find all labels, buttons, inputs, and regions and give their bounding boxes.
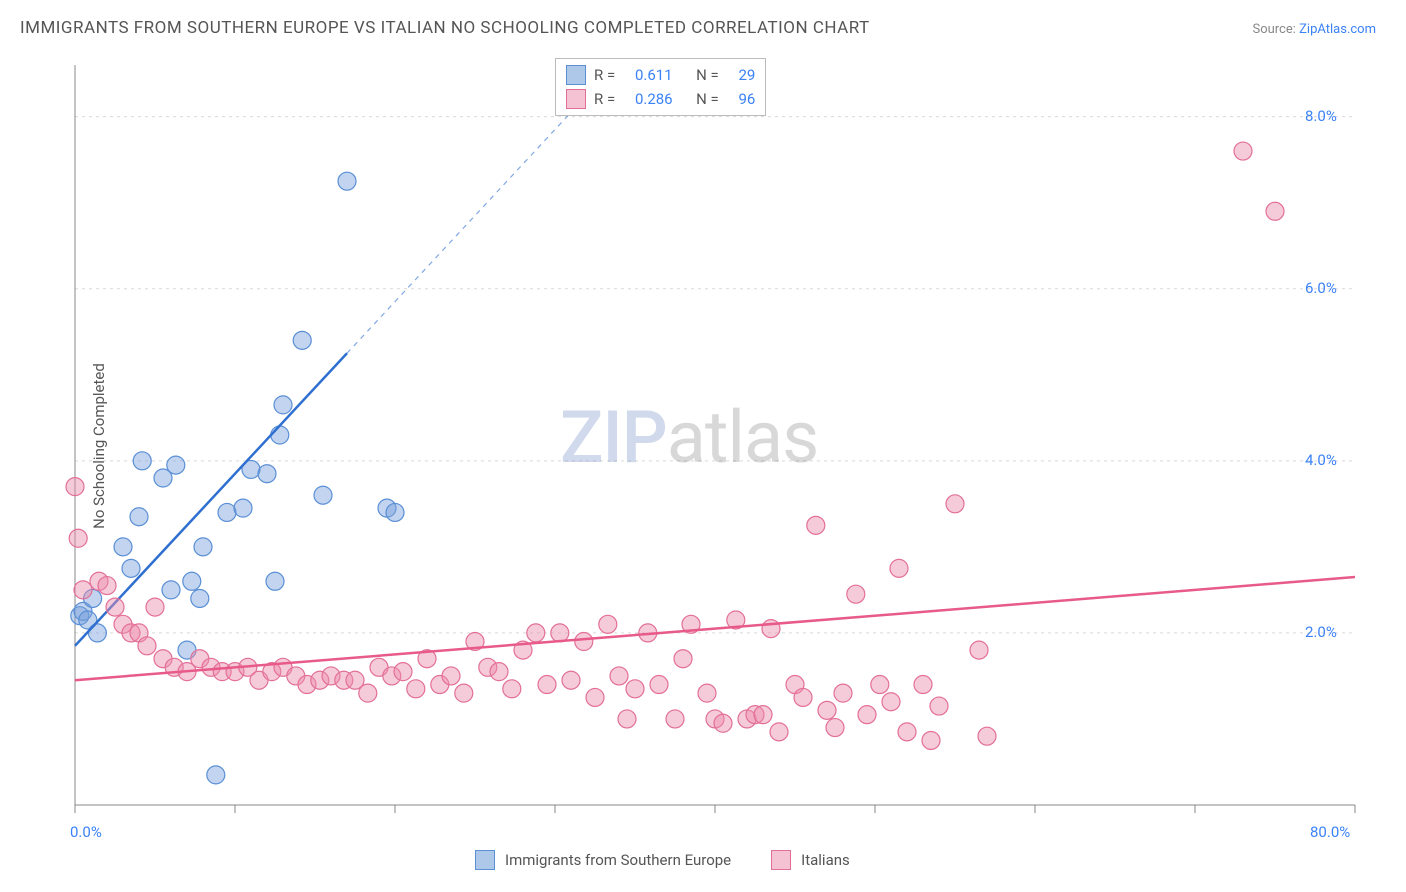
- axis-tick-label: 80.0%: [1310, 823, 1350, 841]
- axis-tick-label: 8.0%: [1305, 107, 1337, 125]
- axis-tick-label: 6.0%: [1305, 279, 1337, 297]
- legend-row: R = 0.286 N = 96: [566, 87, 755, 111]
- chart-title: IMMIGRANTS FROM SOUTHERN EUROPE VS ITALI…: [20, 18, 870, 38]
- axis-tick-label: 2.0%: [1305, 623, 1337, 641]
- series-legend: Immigrants from Southern Europe Italians: [475, 850, 880, 870]
- legend-series-label: Immigrants from Southern Europe: [505, 851, 731, 869]
- legend-series-label: Italians: [801, 851, 850, 869]
- correlation-legend: R = 0.611 N = 29 R = 0.286 N = 96: [555, 58, 766, 116]
- axis-tick-label: 4.0%: [1305, 451, 1337, 469]
- source-attribution: Source: ZipAtlas.com: [1252, 22, 1376, 37]
- scatter-chart: [55, 55, 1375, 835]
- legend-row: R = 0.611 N = 29: [566, 63, 755, 87]
- axis-tick-label: 0.0%: [70, 823, 102, 841]
- legend-swatch: [771, 850, 791, 870]
- legend-swatch: [475, 850, 495, 870]
- source-link[interactable]: ZipAtlas.com: [1299, 22, 1376, 37]
